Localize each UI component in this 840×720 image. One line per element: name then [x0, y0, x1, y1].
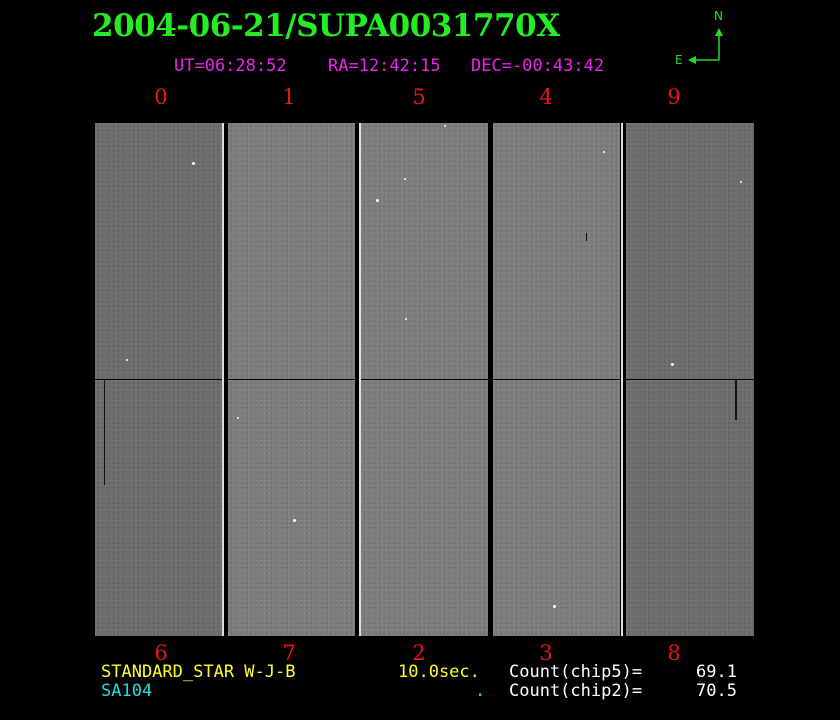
star: [740, 181, 742, 183]
ccd-chip-8: [626, 380, 754, 636]
separator-dot: .: [475, 681, 486, 701]
ccd-chip-2: [361, 380, 488, 636]
ccd-chip-6: [95, 380, 222, 636]
star: [671, 363, 674, 366]
count-chip5-label: Count(chip5)=: [509, 662, 643, 682]
chip-label-bottom-2: 2: [412, 641, 426, 665]
declination: DEC=-00:43:42: [471, 56, 605, 76]
ccd-chip-1: [228, 123, 355, 379]
star: [553, 605, 556, 608]
chip-label-top-1: 1: [282, 85, 296, 109]
count-chip2-label: Count(chip2)=: [509, 681, 643, 701]
chip-label-bottom-1: 7: [282, 641, 296, 665]
star: [237, 417, 239, 419]
count-chip2-value: 70.5: [696, 681, 737, 701]
star: [405, 318, 407, 320]
chip-label-bottom-0: 6: [154, 641, 168, 665]
star: [404, 178, 406, 180]
bad-column: [104, 380, 105, 485]
ccd-chip-3: [493, 380, 620, 636]
chip-label-bottom-3: 3: [539, 641, 553, 665]
right-ascension: RA=12:42:15: [328, 56, 441, 76]
chip-edge: [222, 123, 224, 636]
ccd-chip-7: [228, 380, 355, 636]
chip-label-top-4: 9: [667, 85, 681, 109]
chip-edge: [621, 123, 623, 636]
ccd-mosaic-image: [95, 123, 754, 636]
bad-column: [735, 380, 737, 420]
star: [603, 151, 605, 153]
bad-column: [586, 233, 587, 241]
star: [444, 125, 446, 127]
chip-label-top-0: 0: [154, 85, 168, 109]
star: [126, 359, 128, 361]
star: [376, 199, 379, 202]
ccd-chip-4: [493, 123, 620, 379]
ccd-chip-5: [361, 123, 488, 379]
north-label: N: [714, 9, 723, 23]
compass-arrows-icon: [688, 28, 723, 64]
object-name: SA104: [101, 681, 153, 701]
east-label: E: [675, 53, 683, 67]
count-chip5-value: 69.1: [696, 662, 737, 682]
chip-edge: [359, 123, 361, 636]
chip-label-bottom-4: 8: [667, 641, 681, 665]
ccd-chip-0: [95, 123, 222, 379]
ccd-chip-9: [626, 123, 754, 379]
frame-title: 2004-06-21/SUPA0031770X: [92, 8, 560, 44]
ut-time: UT=06:28:52: [174, 56, 287, 76]
chip-label-top-3: 4: [539, 85, 553, 109]
chip-label-top-2: 5: [412, 85, 426, 109]
exposure-time: 10.0sec.: [398, 662, 480, 682]
target-type: STANDARD_STAR W-J-B: [101, 662, 296, 682]
star: [293, 519, 296, 522]
star: [192, 162, 195, 165]
compass-rose: N E: [670, 6, 740, 76]
